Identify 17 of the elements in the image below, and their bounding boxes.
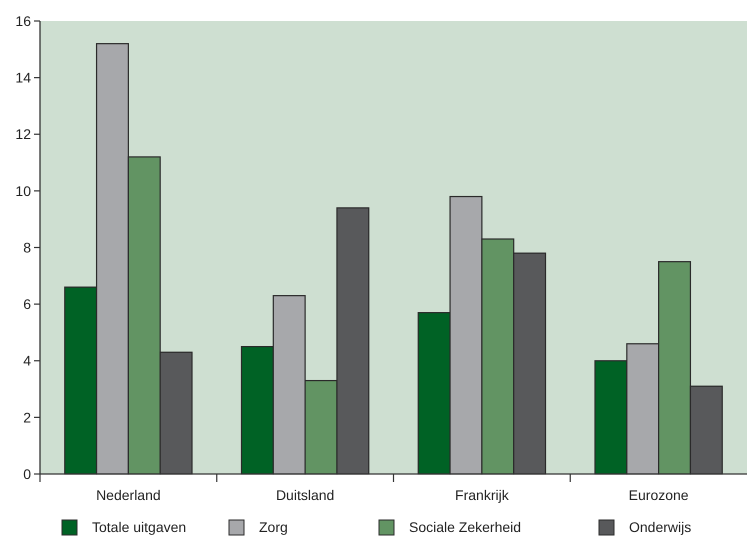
y-tick-label: 0 — [23, 466, 32, 482]
legend-label: Zorg — [259, 518, 288, 535]
y-tick-label: 2 — [23, 409, 32, 426]
legend-label: Sociale Zekerheid — [409, 518, 522, 535]
legend-label: Onderwijs — [629, 518, 692, 535]
y-tick-label: 12 — [15, 126, 32, 142]
x-tick-label: Frankrijk — [455, 487, 510, 503]
y-tick-label: 8 — [23, 239, 32, 256]
x-tick-label: Nederland — [96, 487, 161, 503]
y-tick-label: 14 — [15, 70, 32, 86]
legend-label: Totale uitgaven — [92, 518, 186, 535]
y-tick-label: 10 — [15, 182, 32, 199]
x-tick-label: Eurozone — [628, 487, 689, 503]
y-tick-label: 4 — [23, 352, 32, 369]
y-tick-label: 6 — [23, 296, 32, 312]
x-tick-label: Duitsland — [276, 487, 334, 503]
y-tick-label: 16 — [15, 12, 32, 29]
